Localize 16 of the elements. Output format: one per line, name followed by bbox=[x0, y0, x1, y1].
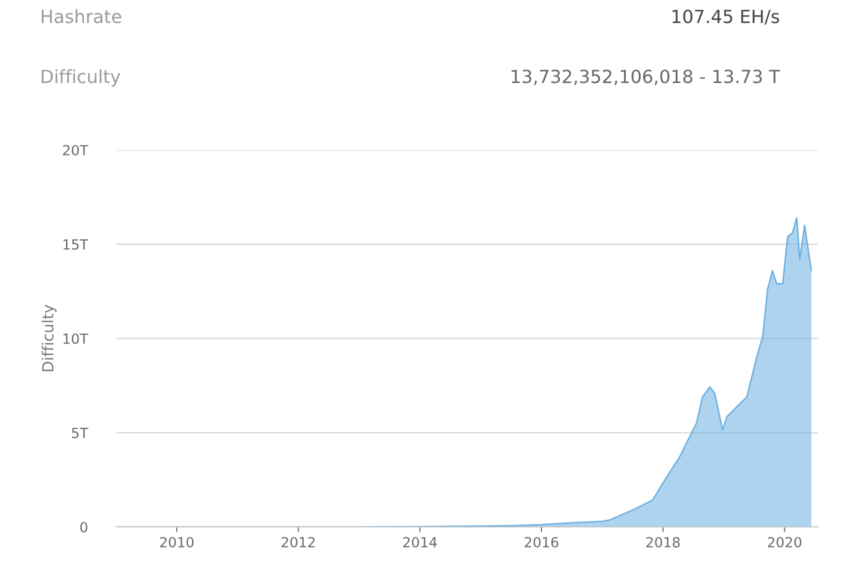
text: Difficulty bbox=[42, 69, 120, 87]
text: 13,732,352,106,018 - 13.73 T bbox=[512, 70, 780, 86]
x-tick-label: 2018 bbox=[646, 536, 680, 548]
x-tick-label: 2014 bbox=[403, 536, 437, 548]
y-tick-label: 15T bbox=[64, 239, 88, 250]
x-tick-label: 2012 bbox=[282, 536, 315, 548]
y-tick-label: 10T bbox=[64, 333, 88, 344]
x-tick-label: 2020 bbox=[768, 536, 802, 548]
text: Hashrate bbox=[42, 9, 122, 24]
text: 107.45 EH/s bbox=[672, 10, 780, 25]
x-tick-label: 2010 bbox=[160, 536, 194, 548]
y-tick-label: 20T bbox=[63, 144, 88, 156]
y-tick-label: 5T bbox=[72, 428, 88, 438]
x-tick-label: 2016 bbox=[524, 536, 558, 548]
y-axis-title: Difficulty bbox=[42, 304, 57, 372]
y-tick-label: 0 bbox=[80, 522, 88, 532]
